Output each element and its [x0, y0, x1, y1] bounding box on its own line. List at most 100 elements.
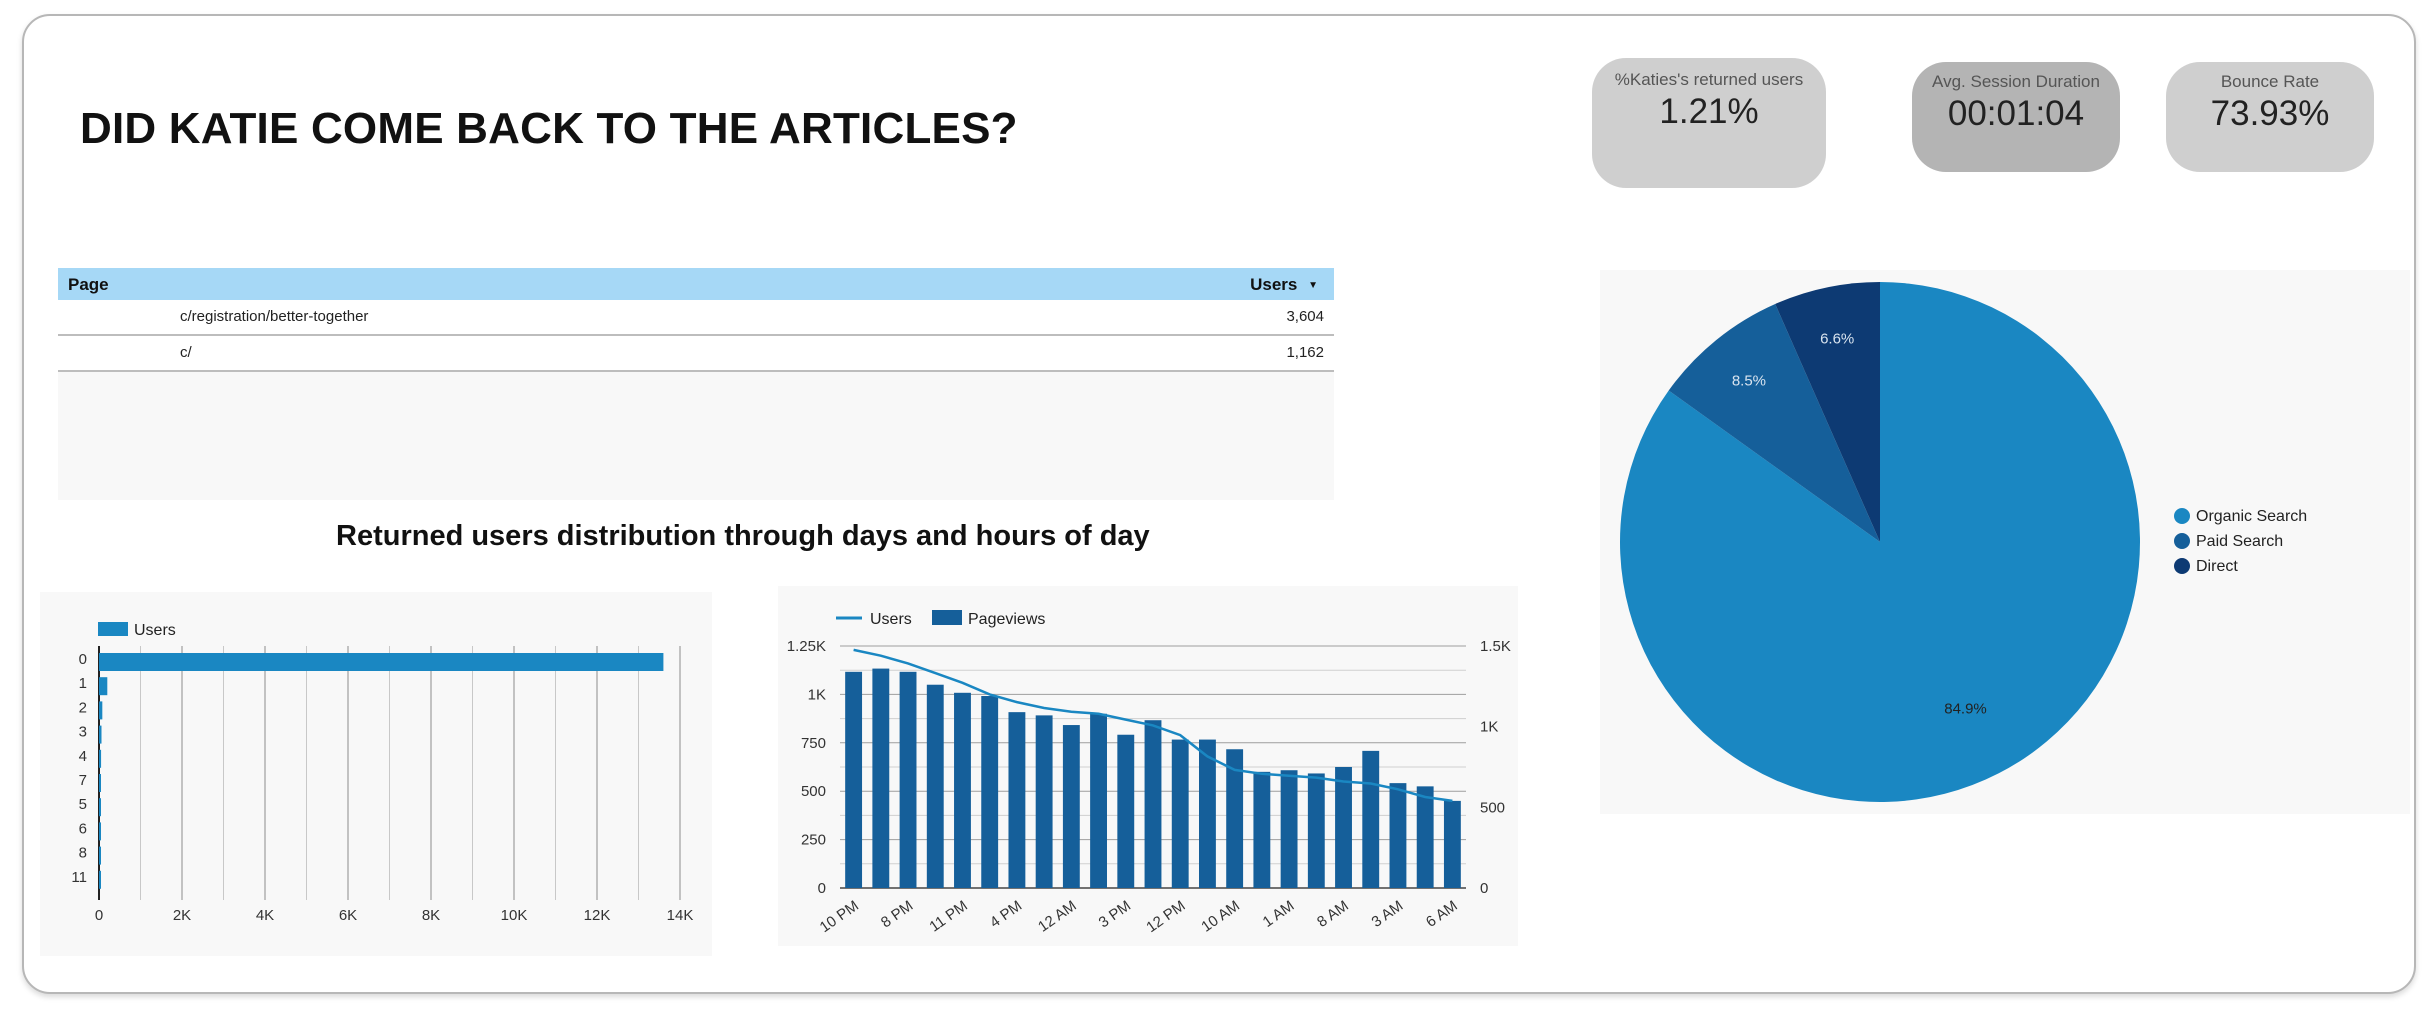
table-row[interactable]: c/registration/better-together 3,604 [58, 300, 1334, 336]
bar [1198, 739, 1216, 888]
y-left-tick-label: 0 [818, 880, 826, 897]
pie-chart-panel: 84.9% 8.5% 6.6% Organic Search Paid Search Di… [1600, 270, 2410, 814]
kpi-returned-users: %Katies's returned users 1.21% [1592, 58, 1826, 188]
x-tick-label: 12 AM [1035, 897, 1080, 935]
x-tick-label: 4K [256, 907, 274, 924]
legend-swatch-pageviews [932, 610, 962, 625]
pages-table: Page Users ▼ c/registration/better-toget… [58, 268, 1334, 500]
users-line [853, 648, 1453, 803]
x-tick-label: 8 AM [1314, 897, 1352, 931]
slice-label: 6.6% [1820, 330, 1854, 347]
bar [954, 692, 971, 888]
bar [1144, 720, 1162, 888]
combo-chart-panel: Users Pageviews 0 250 500 750 1K 1.25K 0 500 1K 1.5… [778, 586, 1518, 946]
table-cell-page: c/registration/better-together [180, 308, 369, 325]
y-right-tick-label: 1.5K [1480, 638, 1511, 655]
users-by-day-bar-chart: Users 0 2K 4K 6K 8K 10K 12K 14K 0 1 2 3 4 7 5 6 8 11 [71, 622, 694, 924]
kpi-value: 1.21% [1659, 92, 1759, 131]
y-left-tick-label: 250 [801, 832, 826, 849]
legend-swatch [98, 622, 128, 636]
kpi-value: 00:01:04 [1947, 94, 2085, 133]
users-pageviews-by-hour-chart: Users Pageviews 0 250 500 750 1K 1.25K 0 500 1K 1.5… [787, 610, 1511, 936]
sort-desc-icon: ▼ [1308, 280, 1318, 291]
bar [899, 671, 917, 888]
bar [99, 846, 101, 865]
bar [1416, 786, 1434, 888]
x-tick-label: 1 AM [1260, 897, 1298, 931]
x-tick-label: 3 PM [1096, 897, 1134, 931]
y-right-tick-label: 0 [1480, 880, 1488, 897]
x-tick-label: 10 PM [817, 897, 862, 936]
x-tick-label: 10K [501, 907, 528, 924]
bar [872, 668, 890, 888]
bar [981, 696, 999, 888]
x-tick-label: 6K [339, 907, 357, 924]
bar [99, 798, 101, 817]
column-header-users[interactable]: Users ▼ [1250, 275, 1318, 295]
y-tick-label: 11 [71, 869, 87, 886]
legend-dot [2174, 508, 2190, 524]
pie-slice [1668, 304, 1880, 542]
page-title: DID KATIE COME BACK TO THE ARTICLES? [80, 104, 1018, 153]
y-left-tick-label: 750 [801, 735, 826, 752]
bar [1035, 715, 1053, 888]
x-tick-label: 11 PM [926, 897, 970, 935]
bar [99, 677, 108, 696]
x-tick-label: 4 PM [987, 897, 1025, 931]
x-tick-label: 12 PM [1143, 897, 1188, 936]
y-tick-label: 4 [79, 748, 87, 765]
table-header: Page Users ▼ [58, 268, 1334, 300]
bar [1253, 771, 1271, 888]
bar [99, 749, 102, 768]
bar [99, 774, 101, 792]
kpi-label: Avg. Session Duration [1932, 72, 2100, 91]
y-tick-label: 3 [79, 724, 87, 741]
legend-label: Pageviews [968, 611, 1045, 628]
bar [1335, 767, 1352, 888]
y-tick-label: 1 [79, 675, 87, 692]
kpi-bounce-rate: Bounce Rate 73.93% [2166, 62, 2374, 172]
x-tick-label: 10 AM [1198, 897, 1243, 935]
table-cell-users: 3,604 [1286, 308, 1324, 325]
x-tick-label: 6 AM [1423, 897, 1461, 931]
legend-dot [2174, 558, 2190, 574]
bar [99, 725, 102, 744]
hbar-chart-panel: Users 0 2K 4K 6K 8K 10K 12K 14K 0 1 2 3 4 7 5 6 8 11 [40, 592, 712, 956]
y-tick-label: 8 [79, 845, 87, 862]
x-tick-label: 3 AM [1368, 897, 1406, 931]
y-right-tick-label: 1K [1480, 719, 1498, 736]
kpi-avg-session-duration: Avg. Session Duration 00:01:04 [1912, 62, 2120, 172]
table-cell-users: 1,162 [1286, 344, 1324, 361]
traffic-source-pie-chart: 84.9% 8.5% 6.6% Organic Search Paid Search Di… [1620, 281, 2307, 803]
legend-label: Organic Search [2196, 508, 2307, 525]
legend-label: Direct [2196, 558, 2238, 575]
y-tick-label: 7 [79, 772, 87, 789]
column-header-page[interactable]: Page [68, 275, 109, 294]
bar [99, 653, 664, 671]
table-row[interactable]: c/ 1,162 [58, 336, 1334, 372]
x-tick-label: 0 [95, 907, 103, 924]
y-tick-label: 6 [79, 820, 87, 837]
y-left-tick-label: 1.25K [787, 638, 826, 655]
table-cell-page: c/ [180, 344, 192, 361]
slice-label: 8.5% [1732, 372, 1766, 389]
bar [1307, 773, 1325, 888]
bar [1226, 749, 1244, 888]
x-tick-label: 12K [584, 907, 611, 924]
y-tick-label: 2 [79, 699, 87, 716]
bar [99, 701, 103, 720]
x-tick-label: 8 PM [878, 897, 916, 931]
bar [926, 684, 944, 888]
y-tick-label: 5 [79, 796, 87, 813]
column-header-users-label: Users [1250, 275, 1298, 294]
kpi-value: 73.93% [2210, 94, 2330, 133]
legend-label: Paid Search [2196, 533, 2283, 550]
y-tick-label: 0 [79, 651, 87, 668]
section-title: Returned users distribution through days… [336, 520, 1150, 552]
bar [99, 870, 101, 889]
x-tick-label: 14K [667, 907, 694, 924]
bar [845, 671, 863, 888]
bar [1389, 783, 1407, 888]
bar [1443, 800, 1461, 888]
y-left-tick-label: 1K [808, 686, 826, 703]
